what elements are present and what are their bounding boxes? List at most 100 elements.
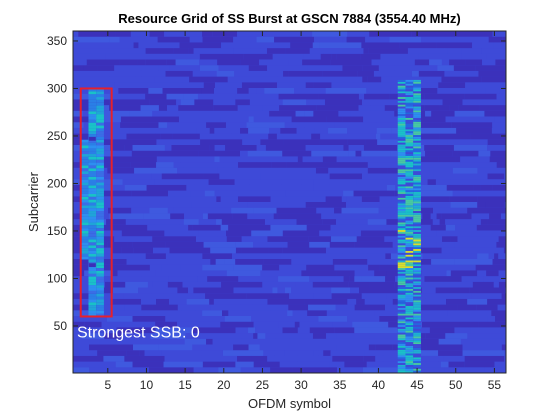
ssb-resource-cell [96, 165, 104, 169]
burst-resource-cell [405, 290, 414, 293]
burst-resource-cell [413, 260, 421, 263]
burst-resource-cell [413, 184, 421, 187]
burst-resource-cell [405, 197, 414, 200]
noise-cell [191, 202, 220, 208]
noise-cell [123, 293, 152, 299]
noise-cell [380, 133, 395, 140]
burst-resource-cell [413, 116, 421, 118]
noise-cell [265, 338, 290, 345]
ssb-resource-cell [88, 148, 97, 152]
noise-cell [276, 207, 317, 214]
noise-cell [147, 53, 187, 60]
burst-resource-cell [405, 150, 414, 153]
noise-cell [177, 287, 189, 294]
noise-cell [501, 338, 506, 345]
burst-resource-cell [413, 326, 421, 329]
noise-cell [237, 31, 251, 37]
noise-cell [270, 196, 287, 202]
noise-cell [350, 110, 361, 117]
ssb-resource-cell [88, 230, 97, 234]
burst-resource-cell [397, 226, 406, 229]
noise-cell [341, 207, 379, 214]
noise-cell [438, 338, 461, 345]
burst-resource-cell [413, 224, 421, 227]
ssb-resource-cell [96, 191, 104, 194]
burst-resource-cell [405, 136, 414, 139]
noise-cell [116, 202, 128, 208]
burst-resource-cell [397, 193, 406, 196]
burst-resource-cell [413, 176, 421, 179]
noise-cell [209, 298, 214, 305]
noise-cell [168, 202, 192, 208]
noise-cell [185, 333, 193, 339]
noise-cell [292, 367, 304, 373]
noise-cell [357, 196, 362, 202]
ssb-resource-cell [80, 139, 89, 143]
noise-cell [240, 298, 268, 305]
noise-cell [437, 139, 448, 145]
noise-cell [370, 105, 385, 111]
noise-cell [302, 253, 343, 259]
noise-cell [192, 224, 221, 231]
noise-cell [451, 122, 493, 128]
burst-resource-cell [405, 269, 414, 272]
noise-cell [223, 162, 239, 168]
burst-resource-cell [397, 163, 406, 166]
noise-cell [216, 219, 222, 225]
burst-resource-cell [397, 129, 406, 132]
x-tick-label: 55 [488, 378, 502, 392]
noise-cell [405, 184, 447, 191]
noise-cell [366, 361, 383, 368]
noise-cell [306, 224, 331, 231]
noise-cell [205, 355, 238, 362]
ssb-resource-cell [96, 250, 104, 254]
ssb-resource-cell [96, 199, 104, 203]
noise-cell [329, 241, 355, 248]
noise-cell [282, 219, 297, 225]
burst-resource-cell [397, 239, 406, 242]
noise-cell [73, 42, 109, 49]
burst-resource-cell [413, 152, 421, 155]
noise-cell [368, 48, 408, 54]
burst-resource-cell [405, 125, 414, 128]
burst-resource-cell [413, 91, 421, 94]
noise-cell [179, 219, 184, 225]
noise-cell [490, 150, 506, 157]
noise-cell [321, 213, 365, 220]
burst-resource-cell [413, 306, 421, 308]
noise-cell [433, 207, 468, 214]
noise-cell [419, 304, 458, 311]
noise-cell [443, 355, 465, 362]
noise-cell [337, 367, 363, 373]
noise-cell [218, 184, 237, 191]
ssb-resource-cell [96, 173, 104, 177]
burst-resource-cell [405, 193, 414, 196]
ssb-resource-cell [88, 145, 97, 149]
noise-cell [338, 110, 351, 117]
noise-cell [361, 196, 380, 202]
burst-resource-cell [413, 254, 421, 257]
noise-cell [384, 236, 399, 242]
ssb-resource-cell [88, 156, 97, 160]
noise-cell [235, 241, 254, 248]
noise-cell [403, 338, 439, 345]
noise-cell [442, 99, 463, 106]
burst-resource-cell [405, 235, 414, 238]
burst-resource-cell [413, 174, 421, 177]
noise-cell [307, 156, 323, 163]
noise-cell [491, 127, 506, 134]
noise-cell [300, 344, 317, 351]
burst-resource-cell [405, 140, 414, 143]
noise-cell [73, 105, 99, 111]
x-tick-label: 25 [256, 378, 270, 392]
ssb-resource-cell [96, 270, 104, 274]
ssb-resource-cell [80, 173, 89, 177]
ssb-resource-cell [96, 171, 104, 174]
noise-cell [318, 316, 348, 322]
burst-resource-cell [405, 306, 414, 308]
ssb-resource-cell [80, 242, 89, 246]
ssb-resource-cell [96, 276, 104, 280]
noise-cell [331, 236, 357, 242]
burst-resource-cell [405, 330, 414, 333]
burst-resource-cell [413, 287, 421, 289]
